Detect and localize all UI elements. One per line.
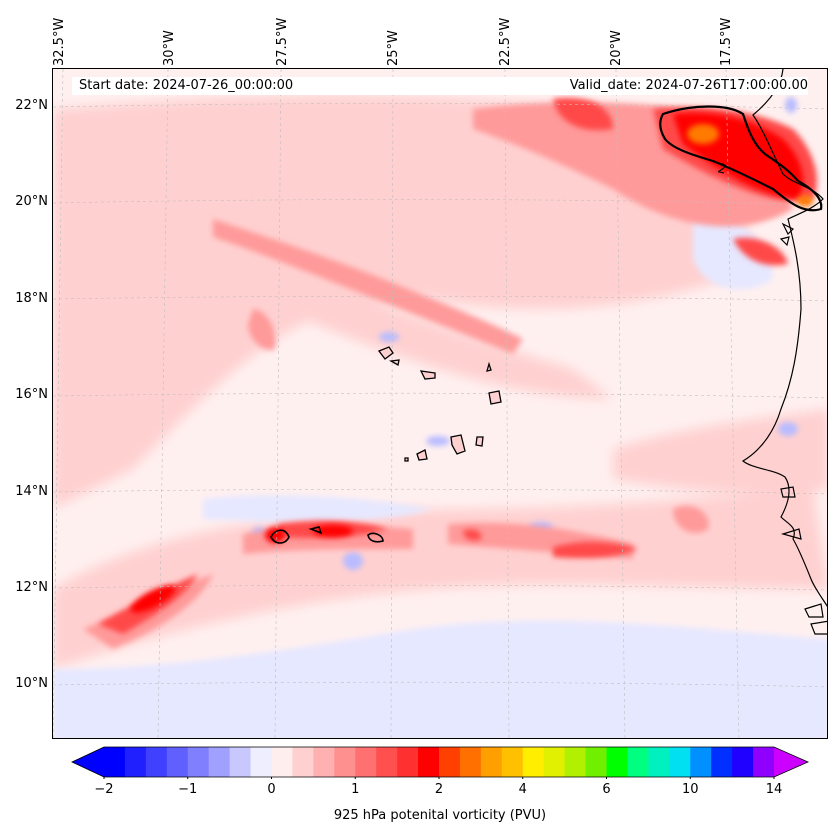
colorbar-swatch [439, 747, 461, 777]
start-date-label: Start date: 2024-07-26_00:00:00 [79, 78, 294, 93]
island-outlines [377, 346, 502, 462]
colorbar-swatch [145, 747, 168, 777]
pv-2-contour [659, 105, 823, 212]
lat-label: 22°N [15, 98, 48, 113]
colorbar-swatch [627, 747, 649, 777]
colorbar-swatch [313, 747, 335, 777]
lat-label: 16°N [15, 387, 48, 402]
lat-label: 12°N [15, 580, 48, 595]
colorbar-swatch [355, 747, 377, 777]
colorbar-swatch [669, 747, 691, 777]
colorbar-swatch [208, 747, 231, 777]
colorbar-swatch [229, 747, 252, 777]
map-panel: 2 [52, 68, 828, 739]
colorbar-swatch [606, 747, 628, 777]
lon-label: 20°W [609, 30, 624, 66]
lon-label: 17.5°W [719, 17, 734, 66]
colorbar-swatch [522, 747, 545, 777]
colorbar-swatch [585, 747, 607, 777]
colorbar-swatch [564, 747, 587, 777]
lat-label: 10°N [15, 676, 48, 691]
colorbar-swatch [124, 747, 147, 777]
colorbar-tick-label: −2 [94, 782, 114, 797]
valid-date-label: Valid_date: 2024-07-26T17:00:00.00 [569, 78, 808, 93]
graticule [53, 69, 827, 738]
colorbar-swatch [187, 747, 210, 777]
colorbar-label: 925 hPa potenital vorticity (PVU) [333, 808, 547, 823]
island-outlines-south [270, 526, 384, 544]
colorbar-swatch [690, 747, 712, 777]
colorbar-swatch [292, 747, 314, 777]
colorbar-swatch [732, 747, 754, 777]
colorbar-swatch [480, 747, 503, 777]
colorbar-tick-label: −1 [178, 782, 198, 797]
colorbar-swatch [711, 747, 733, 777]
colorbar-extend-low [72, 747, 104, 777]
colorbar-swatch [648, 747, 670, 777]
colorbar-tick-label: 2 [434, 782, 444, 797]
colorbar-swatch [271, 747, 293, 777]
colorbar-tick-label: 0 [267, 782, 276, 797]
colorbar-extend-high [774, 747, 808, 777]
colorbar-swatch [459, 747, 482, 777]
lat-label: 18°N [15, 291, 48, 306]
colorbar-tick-label: 6 [602, 782, 611, 797]
colorbar-swatch [334, 747, 356, 777]
lat-label: 20°N [15, 194, 48, 209]
colorbar-swatch [250, 747, 272, 777]
colorbar-swatch [376, 747, 398, 777]
colorbar-swatch [397, 747, 419, 777]
lon-label: 22.5°W [498, 17, 513, 66]
light-blue-field [53, 126, 827, 738]
colorbar-swatch [501, 747, 524, 777]
colorbar-swatch [166, 747, 189, 777]
contour-label: 2 [716, 161, 727, 177]
colorbar-swatch [418, 747, 440, 777]
colorbar-tick-label: 1 [351, 782, 360, 797]
lon-label: 32.5°W [52, 17, 67, 66]
orange-core [687, 124, 813, 207]
pv-field: 2 [53, 69, 827, 738]
date-header-box [72, 77, 808, 95]
lat-label: 14°N [15, 484, 48, 499]
colorbar-tick-label: 4 [518, 782, 527, 797]
colorbar-tick-label: 14 [765, 782, 783, 797]
colorbar-tick-label: 10 [681, 782, 699, 797]
colorbar-swatch [753, 747, 775, 777]
colorbar-swatch [104, 747, 126, 777]
colorbar [71, 746, 809, 779]
lon-label: 30°W [162, 30, 177, 66]
lon-label: 27.5°W [275, 17, 290, 66]
lon-label: 25°W [386, 30, 401, 66]
coastline [741, 69, 827, 635]
colorbar-swatch [543, 747, 566, 777]
